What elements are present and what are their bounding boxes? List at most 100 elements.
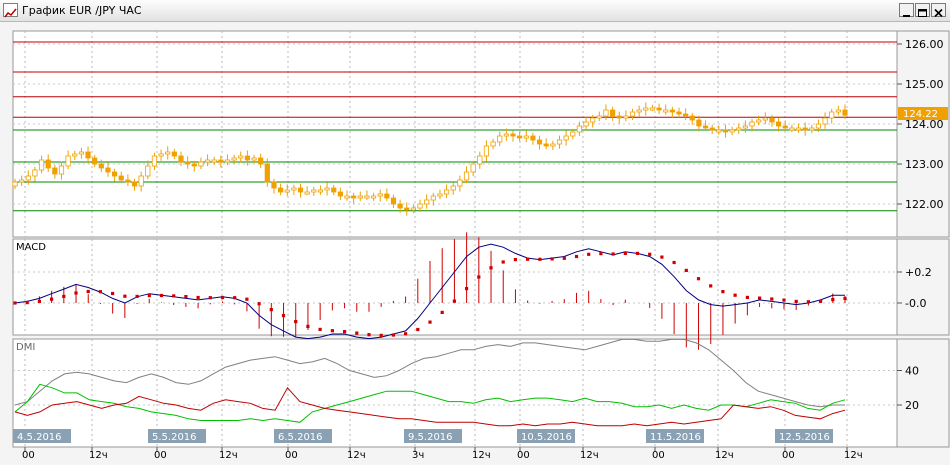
signal-point bbox=[111, 291, 115, 296]
candle-body bbox=[616, 115, 622, 119]
candle-body bbox=[450, 185, 456, 191]
candle-body bbox=[729, 129, 735, 133]
candle-body bbox=[271, 181, 277, 189]
signal-point bbox=[733, 293, 737, 297]
signal-point bbox=[721, 290, 725, 294]
signal-point bbox=[25, 301, 29, 305]
candle-body bbox=[610, 109, 616, 117]
date-badge-label: 9.5.2016 bbox=[408, 432, 453, 443]
candle-body bbox=[185, 161, 191, 165]
candle-body bbox=[384, 193, 390, 199]
candle-body bbox=[822, 117, 828, 125]
signal-point bbox=[416, 327, 420, 332]
signal-point bbox=[367, 333, 371, 337]
time-label: 12ч bbox=[715, 450, 734, 461]
candle-body bbox=[112, 171, 118, 177]
signal-point bbox=[98, 290, 102, 294]
candle-body bbox=[351, 195, 357, 199]
candle-body bbox=[370, 195, 377, 199]
candle-body bbox=[742, 125, 749, 129]
candle-body bbox=[457, 179, 463, 187]
candle-body bbox=[709, 127, 715, 131]
level-lines bbox=[13, 41, 897, 212]
candle-body bbox=[238, 155, 244, 159]
signal-point bbox=[159, 293, 164, 298]
candle-body bbox=[377, 193, 383, 197]
candle-body bbox=[683, 113, 689, 117]
candle-body bbox=[676, 111, 682, 115]
time-label: 12ч bbox=[219, 450, 238, 461]
signal-point bbox=[355, 331, 359, 335]
maximize-button[interactable] bbox=[915, 3, 930, 17]
date-badge-label: 6.5.2016 bbox=[278, 432, 323, 443]
signal-point bbox=[550, 257, 554, 261]
candle-body bbox=[643, 107, 649, 111]
chart-app-icon bbox=[3, 3, 18, 18]
signal-point bbox=[794, 299, 798, 303]
candle-body bbox=[231, 157, 237, 161]
macd-tick-label: -0.0 bbox=[905, 297, 926, 310]
time-label: 00 bbox=[782, 450, 795, 461]
candle-body bbox=[477, 155, 483, 165]
candle-body bbox=[530, 135, 536, 141]
candle-body bbox=[258, 157, 264, 165]
di-minus-line bbox=[14, 386, 846, 427]
signal-point bbox=[281, 314, 286, 318]
candle-body bbox=[125, 179, 131, 183]
candle-body bbox=[337, 191, 343, 197]
signal-point bbox=[477, 275, 481, 279]
candle-body bbox=[204, 159, 211, 163]
candle-body bbox=[404, 207, 410, 211]
candle-body bbox=[58, 165, 65, 175]
candle-body bbox=[138, 175, 144, 187]
signal-point bbox=[294, 320, 298, 324]
signal-point bbox=[599, 252, 603, 256]
candle-body bbox=[291, 187, 297, 191]
candle-body bbox=[430, 195, 436, 201]
time-label: 00 bbox=[22, 450, 35, 461]
price-tick-label: 124.00 bbox=[905, 118, 944, 131]
signal-point bbox=[538, 257, 542, 261]
candle-body bbox=[842, 109, 848, 116]
signal-point bbox=[135, 294, 139, 298]
signal-point bbox=[696, 277, 701, 281]
last-price-value: 124.22 bbox=[903, 109, 938, 120]
chart-area[interactable]: 126.00 125.00 124.00 123.00 122.00 +0.2 -0.0 40… bbox=[0, 21, 950, 465]
dmi-label: DMI bbox=[16, 342, 35, 353]
candle-body bbox=[85, 151, 91, 159]
signal-point bbox=[745, 295, 749, 299]
date-badge-label: 11.5.2016 bbox=[650, 432, 701, 443]
candle-body bbox=[364, 195, 370, 199]
candle-body bbox=[324, 187, 330, 191]
candle-body bbox=[98, 163, 104, 169]
candle-body bbox=[165, 151, 171, 155]
candle-body bbox=[782, 125, 788, 129]
candle-body bbox=[596, 115, 602, 119]
candle-body bbox=[669, 109, 675, 113]
date-badge-label: 10.5.2016 bbox=[521, 432, 572, 443]
signal-point bbox=[13, 301, 17, 305]
di-plus-line bbox=[14, 383, 846, 423]
signal-point bbox=[526, 257, 530, 261]
candle-body bbox=[65, 155, 71, 167]
candle-body bbox=[517, 135, 523, 139]
candle-body bbox=[809, 127, 815, 131]
signal-point bbox=[391, 333, 395, 337]
signal-point bbox=[208, 296, 212, 300]
minimize-button[interactable] bbox=[899, 3, 914, 17]
price-axis[interactable] bbox=[896, 30, 950, 238]
signal-point bbox=[709, 284, 713, 288]
candle-body bbox=[802, 127, 808, 131]
signal-point bbox=[123, 294, 127, 298]
signal-point bbox=[74, 291, 78, 295]
signal-point bbox=[172, 294, 176, 298]
signal-point bbox=[648, 252, 652, 256]
time-label: 3ч bbox=[412, 450, 424, 461]
price-panel bbox=[12, 30, 898, 238]
macd-line bbox=[14, 243, 845, 340]
candle-body bbox=[72, 153, 78, 157]
price-candles bbox=[12, 102, 848, 216]
close-button[interactable] bbox=[931, 3, 946, 18]
signal-point bbox=[672, 260, 676, 265]
candle-body bbox=[829, 111, 835, 119]
